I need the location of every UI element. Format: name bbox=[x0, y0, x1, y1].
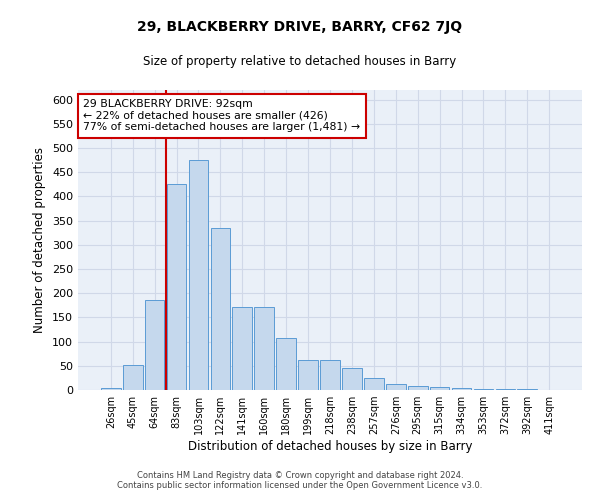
Bar bbox=[430, 387, 449, 390]
Bar bbox=[188, 160, 208, 390]
Text: Contains HM Land Registry data © Crown copyright and database right 2024.
Contai: Contains HM Land Registry data © Crown c… bbox=[118, 470, 482, 490]
Bar bbox=[232, 307, 252, 390]
Bar bbox=[320, 360, 340, 390]
Bar bbox=[145, 300, 164, 390]
Bar bbox=[167, 184, 187, 390]
Bar bbox=[496, 389, 515, 390]
Bar bbox=[276, 338, 296, 390]
Bar bbox=[386, 384, 406, 390]
Bar bbox=[517, 389, 537, 390]
Bar bbox=[101, 388, 121, 390]
Bar bbox=[254, 307, 274, 390]
Text: Size of property relative to detached houses in Barry: Size of property relative to detached ho… bbox=[143, 55, 457, 68]
Text: 29 BLACKBERRY DRIVE: 92sqm
← 22% of detached houses are smaller (426)
77% of sem: 29 BLACKBERRY DRIVE: 92sqm ← 22% of deta… bbox=[83, 99, 360, 132]
Bar bbox=[298, 360, 318, 390]
Bar bbox=[452, 388, 472, 390]
Bar bbox=[473, 388, 493, 390]
Y-axis label: Number of detached properties: Number of detached properties bbox=[34, 147, 46, 333]
X-axis label: Distribution of detached houses by size in Barry: Distribution of detached houses by size … bbox=[188, 440, 472, 453]
Bar bbox=[408, 386, 428, 390]
Bar bbox=[342, 368, 362, 390]
Text: 29, BLACKBERRY DRIVE, BARRY, CF62 7JQ: 29, BLACKBERRY DRIVE, BARRY, CF62 7JQ bbox=[137, 20, 463, 34]
Bar bbox=[123, 365, 143, 390]
Bar bbox=[364, 378, 384, 390]
Bar bbox=[211, 228, 230, 390]
